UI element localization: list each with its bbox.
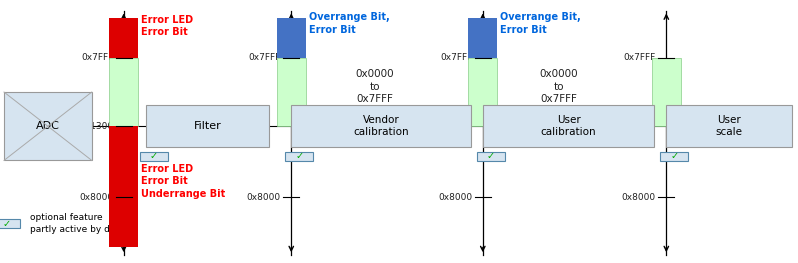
Bar <box>468 58 497 126</box>
Text: Vendor
calibration: Vendor calibration <box>354 115 409 138</box>
Bar <box>291 105 471 147</box>
Bar <box>146 105 269 147</box>
Bar <box>477 152 504 161</box>
Text: User
calibration: User calibration <box>541 115 596 138</box>
Bar <box>109 18 138 58</box>
Bar <box>140 152 168 161</box>
Bar <box>666 105 792 147</box>
Text: Error LED
Error Bit
Underrange Bit: Error LED Error Bit Underrange Bit <box>141 164 226 199</box>
Text: 0x0000
to
0x7FFF: 0x0000 to 0x7FFF <box>539 69 578 104</box>
Bar <box>468 18 497 58</box>
Bar <box>109 58 138 126</box>
Text: 0x7FFF: 0x7FFF <box>440 53 472 62</box>
Text: 0x0000
to
0x7FFF: 0x0000 to 0x7FFF <box>356 69 394 104</box>
Text: ✓: ✓ <box>150 151 158 161</box>
Text: ✓: ✓ <box>295 151 303 161</box>
Bar <box>277 18 306 58</box>
Text: 0x8000: 0x8000 <box>438 193 472 202</box>
Text: 0x8000: 0x8000 <box>622 193 656 202</box>
Bar <box>652 58 681 126</box>
Text: optional feature
partly active by default: optional feature partly active by defaul… <box>30 214 136 234</box>
Text: Overrange Bit,
Error Bit: Overrange Bit, Error Bit <box>500 12 581 35</box>
Bar <box>109 126 138 247</box>
Bar <box>0 219 21 228</box>
Text: 0x7FFF: 0x7FFF <box>624 53 656 62</box>
Text: Overrange Bit,
Error Bit: Overrange Bit, Error Bit <box>309 12 389 35</box>
Bar <box>277 58 306 126</box>
Bar <box>4 92 92 160</box>
Text: 0x8000: 0x8000 <box>79 193 113 202</box>
Text: ADC: ADC <box>36 121 60 131</box>
Text: User
scale: User scale <box>716 115 742 138</box>
Text: Filter: Filter <box>194 121 221 131</box>
Bar <box>483 105 654 147</box>
Text: 0x1300: 0x1300 <box>79 122 113 131</box>
Text: Error LED
Error Bit: Error LED Error Bit <box>141 15 193 38</box>
Bar <box>286 152 314 161</box>
Bar <box>661 152 688 161</box>
Text: 0x7FFF: 0x7FFF <box>249 53 281 62</box>
Text: 0x7FFF: 0x7FFF <box>81 53 113 62</box>
Text: 0x8000: 0x8000 <box>247 193 281 202</box>
Text: ✓: ✓ <box>2 219 10 229</box>
Text: ✓: ✓ <box>670 151 678 161</box>
Text: ✓: ✓ <box>487 151 495 161</box>
